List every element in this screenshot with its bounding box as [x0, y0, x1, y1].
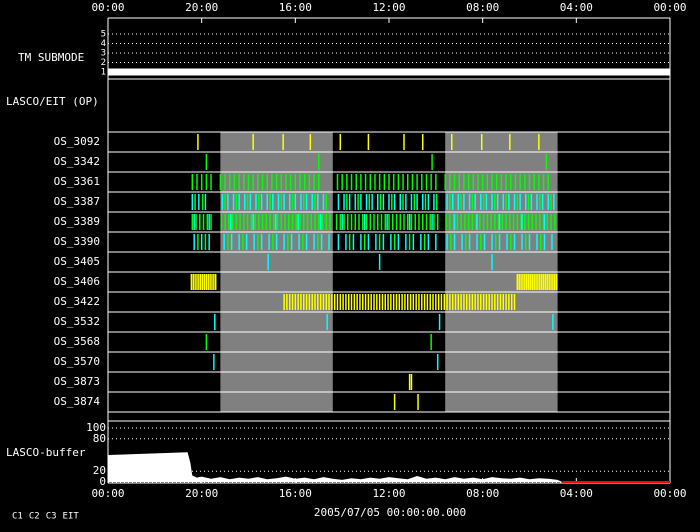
row-label: OS_3873	[54, 375, 100, 388]
y-tick-label: 5	[101, 30, 106, 40]
x-tick-label: 12:00	[372, 487, 405, 500]
x-tick-label: 08:00	[466, 487, 499, 500]
y-tick-label: 1	[101, 68, 106, 78]
legend-entry: C2	[29, 512, 40, 522]
row-label: OS_3422	[54, 295, 100, 308]
y-tick-label: 20	[93, 464, 106, 477]
x-tick-label: 00:00	[653, 1, 686, 14]
buffer-area	[108, 452, 563, 482]
y-tick-label: 3	[101, 49, 106, 59]
x-tick-label: 16:00	[279, 487, 312, 500]
section-label: LASCO/EIT (OP)	[6, 95, 99, 108]
x-tick-label: 12:00	[372, 1, 405, 14]
legend-entry: C1	[12, 512, 23, 522]
row-label: OS_3874	[54, 395, 101, 408]
row-label: OS_3532	[54, 315, 100, 328]
x-tick-label: 00:00	[653, 487, 686, 500]
x-tick-label: 20:00	[185, 1, 218, 14]
row-label: OS_3342	[54, 155, 100, 168]
y-tick-label: 4	[101, 39, 106, 49]
row-label: OS_3361	[54, 175, 100, 188]
x-tick-label: 08:00	[466, 1, 499, 14]
row-label: OS_3406	[54, 275, 100, 288]
y-tick-label: 0	[99, 475, 106, 488]
row-label: OS_3390	[54, 235, 100, 248]
x-tick-label: 04:00	[560, 1, 593, 14]
x-tick-label: 16:00	[279, 1, 312, 14]
legend-entry: C3	[46, 512, 57, 522]
row-label: OS_3570	[54, 355, 100, 368]
x-tick-label: 20:00	[185, 487, 218, 500]
row-label: OS_3387	[54, 195, 100, 208]
y-tick-label: 80	[93, 432, 106, 445]
x-tick-label: 04:00	[560, 487, 593, 500]
date-label: 2005/07/05 00:00:00.000	[314, 506, 466, 519]
row-label: OS_3092	[54, 135, 100, 148]
y-tick-label: 2	[101, 58, 106, 68]
x-tick-label: 00:00	[91, 487, 124, 500]
row-label: OS_3389	[54, 215, 100, 228]
panel-label: LASCO-buffer	[6, 446, 86, 459]
row-label: OS_3405	[54, 255, 100, 268]
x-tick-label: 00:00	[91, 1, 124, 14]
panel-label: TM SUBMODE	[18, 51, 84, 64]
y-tick-label: 100	[86, 421, 106, 434]
legend-entry: EIT	[63, 512, 80, 522]
row-label: OS_3568	[54, 335, 100, 348]
